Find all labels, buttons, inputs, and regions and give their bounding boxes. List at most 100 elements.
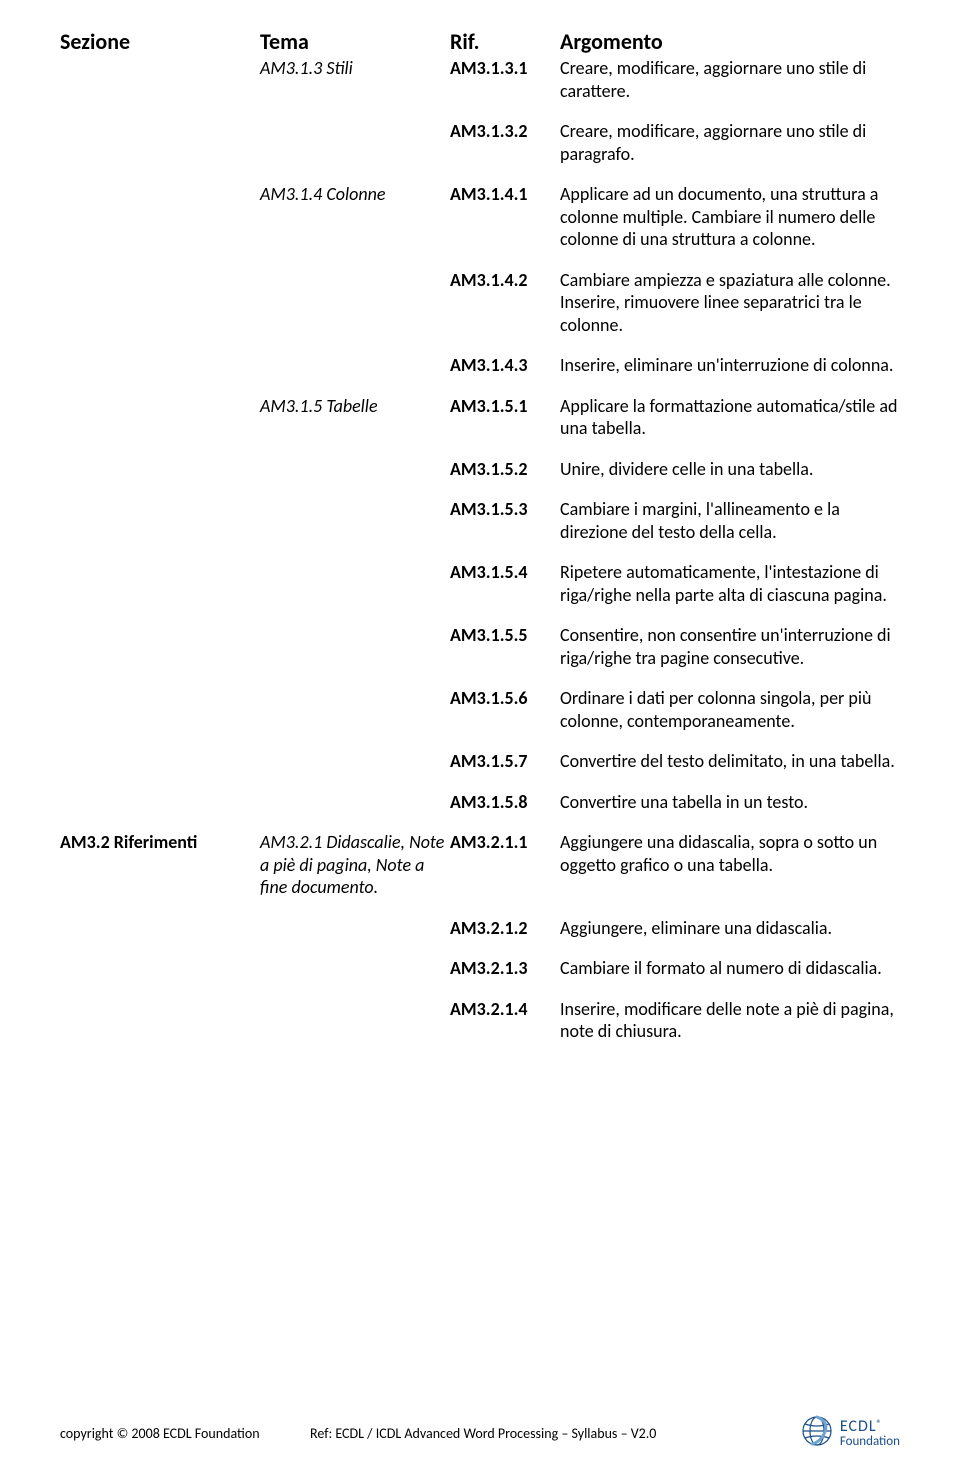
- cell-sezione: [60, 354, 260, 377]
- table-row: AM3.1.5.4Ripetere automaticamente, l'int…: [60, 561, 900, 606]
- cell-tema: [260, 687, 450, 732]
- cell-rif: AM3.2.1.1: [450, 831, 560, 899]
- cell-argomento: Ordinare i dati per colonna singola, per…: [560, 687, 900, 732]
- table-row: AM3.1.4 ColonneAM3.1.4.1Applicare ad un …: [60, 183, 900, 251]
- table-row: AM3.1.5.3Cambiare i margini, l'allineame…: [60, 498, 900, 543]
- cell-argomento: Applicare la formattazione automatica/st…: [560, 395, 900, 440]
- cell-rif: AM3.1.4.3: [450, 354, 560, 377]
- cell-rif: AM3.2.1.4: [450, 998, 560, 1043]
- table-row: AM3.1.3 StiliAM3.1.3.1Creare, modificare…: [60, 57, 900, 102]
- table-row: AM3.1.4.3Inserire, eliminare un'interruz…: [60, 354, 900, 377]
- cell-rif: AM3.1.5.3: [450, 498, 560, 543]
- cell-tema: [260, 269, 450, 337]
- footer-copyright: copyright © 2008 ECDL Foundation: [60, 1425, 310, 1442]
- cell-sezione: [60, 183, 260, 251]
- table-row: AM3.2.1.2Aggiungere, eliminare una didas…: [60, 917, 900, 940]
- cell-sezione: AM3.2 Riferimenti: [60, 831, 260, 899]
- cell-sezione: [60, 561, 260, 606]
- cell-sezione: [60, 57, 260, 102]
- cell-sezione: [60, 917, 260, 940]
- cell-rif: AM3.1.3.1: [450, 57, 560, 102]
- cell-sezione: [60, 269, 260, 337]
- table-row: AM3.2.1.4Inserire, modificare delle note…: [60, 998, 900, 1043]
- cell-tema: [260, 498, 450, 543]
- table-row: AM3.1.3.2Creare, modificare, aggiornare …: [60, 120, 900, 165]
- cell-tema: [260, 458, 450, 481]
- cell-sezione: [60, 120, 260, 165]
- cell-sezione: [60, 750, 260, 773]
- table-row: AM3.2 RiferimentiAM3.2.1 Didascalie, Not…: [60, 831, 900, 899]
- cell-rif: AM3.1.5.5: [450, 624, 560, 669]
- cell-rif: AM3.1.5.1: [450, 395, 560, 440]
- cell-rif: AM3.1.5.4: [450, 561, 560, 606]
- logo-line2: Foundation: [840, 1435, 900, 1448]
- cell-argomento: Inserire, eliminare un'interruzione di c…: [560, 354, 900, 377]
- cell-argomento: Unire, dividere celle in una tabella.: [560, 458, 900, 481]
- cell-argomento: Creare, modificare, aggiornare uno stile…: [560, 120, 900, 165]
- table-row: AM3.1.5.8Convertire una tabella in un te…: [60, 791, 900, 814]
- cell-argomento: Cambiare ampiezza e spaziatura alle colo…: [560, 269, 900, 337]
- cell-argomento: Aggiungere, eliminare una didascalia.: [560, 917, 900, 940]
- header-tema: Tema: [260, 28, 450, 55]
- cell-argomento: Applicare ad un documento, una struttura…: [560, 183, 900, 251]
- cell-tema: [260, 998, 450, 1043]
- cell-sezione: [60, 957, 260, 980]
- cell-tema: [260, 957, 450, 980]
- cell-rif: AM3.2.1.2: [450, 917, 560, 940]
- cell-tema: [260, 917, 450, 940]
- cell-tema: [260, 561, 450, 606]
- cell-tema: [260, 354, 450, 377]
- logo-text: ECDL® Foundation: [840, 1419, 900, 1448]
- cell-sezione: [60, 498, 260, 543]
- cell-rif: AM3.1.5.7: [450, 750, 560, 773]
- table-row: AM3.2.1.3Cambiare il formato al numero d…: [60, 957, 900, 980]
- table-body: AM3.1.3 StiliAM3.1.3.1Creare, modificare…: [60, 57, 900, 1043]
- table-row: AM3.1.5.5Consentire, non consentire un'i…: [60, 624, 900, 669]
- table-row: AM3.1.4.2Cambiare ampiezza e spaziatura …: [60, 269, 900, 337]
- cell-rif: AM3.1.5.8: [450, 791, 560, 814]
- cell-tema: AM3.2.1 Didascalie, Note a piè di pagina…: [260, 831, 450, 899]
- header-argomento: Argomento: [560, 28, 900, 55]
- cell-rif: AM3.1.4.2: [450, 269, 560, 337]
- footer-ref: Ref: ECDL / ICDL Advanced Word Processin…: [310, 1425, 800, 1442]
- cell-tema: AM3.1.5 Tabelle: [260, 395, 450, 440]
- page-footer: copyright © 2008 ECDL Foundation Ref: EC…: [60, 1414, 900, 1452]
- cell-rif: AM3.2.1.3: [450, 957, 560, 980]
- cell-sezione: [60, 458, 260, 481]
- cell-tema: [260, 791, 450, 814]
- cell-argomento: Convertire una tabella in un testo.: [560, 791, 900, 814]
- table-header: Sezione Tema Rif. Argomento: [60, 28, 900, 55]
- cell-tema: AM3.1.3 Stili: [260, 57, 450, 102]
- table-row: AM3.1.5.6Ordinare i dati per colonna sin…: [60, 687, 900, 732]
- cell-sezione: [60, 998, 260, 1043]
- globe-icon: [800, 1414, 834, 1452]
- cell-argomento: Cambiare i margini, l'allineamento e la …: [560, 498, 900, 543]
- cell-sezione: [60, 791, 260, 814]
- cell-argomento: Ripetere automaticamente, l'intestazione…: [560, 561, 900, 606]
- footer-logo: ECDL® Foundation: [800, 1414, 900, 1452]
- cell-argomento: Aggiungere una didascalia, sopra o sotto…: [560, 831, 900, 899]
- cell-tema: [260, 624, 450, 669]
- table-row: AM3.1.5 TabelleAM3.1.5.1Applicare la for…: [60, 395, 900, 440]
- cell-tema: [260, 750, 450, 773]
- cell-rif: AM3.1.5.6: [450, 687, 560, 732]
- cell-sezione: [60, 395, 260, 440]
- cell-argomento: Convertire del testo delimitato, in una …: [560, 750, 900, 773]
- cell-sezione: [60, 624, 260, 669]
- cell-tema: [260, 120, 450, 165]
- table-row: AM3.1.5.7Convertire del testo delimitato…: [60, 750, 900, 773]
- table-row: AM3.1.5.2Unire, dividere celle in una ta…: [60, 458, 900, 481]
- cell-argomento: Creare, modificare, aggiornare uno stile…: [560, 57, 900, 102]
- header-sezione: Sezione: [60, 28, 260, 55]
- cell-argomento: Consentire, non consentire un'interruzio…: [560, 624, 900, 669]
- registered-icon: ®: [877, 1417, 883, 1430]
- cell-tema: AM3.1.4 Colonne: [260, 183, 450, 251]
- header-rif: Rif.: [450, 28, 560, 55]
- cell-argomento: Inserire, modificare delle note a piè di…: [560, 998, 900, 1043]
- logo-line1: ECDL: [840, 1417, 877, 1436]
- cell-rif: AM3.1.4.1: [450, 183, 560, 251]
- cell-rif: AM3.1.5.2: [450, 458, 560, 481]
- cell-argomento: Cambiare il formato al numero di didasca…: [560, 957, 900, 980]
- cell-rif: AM3.1.3.2: [450, 120, 560, 165]
- cell-sezione: [60, 687, 260, 732]
